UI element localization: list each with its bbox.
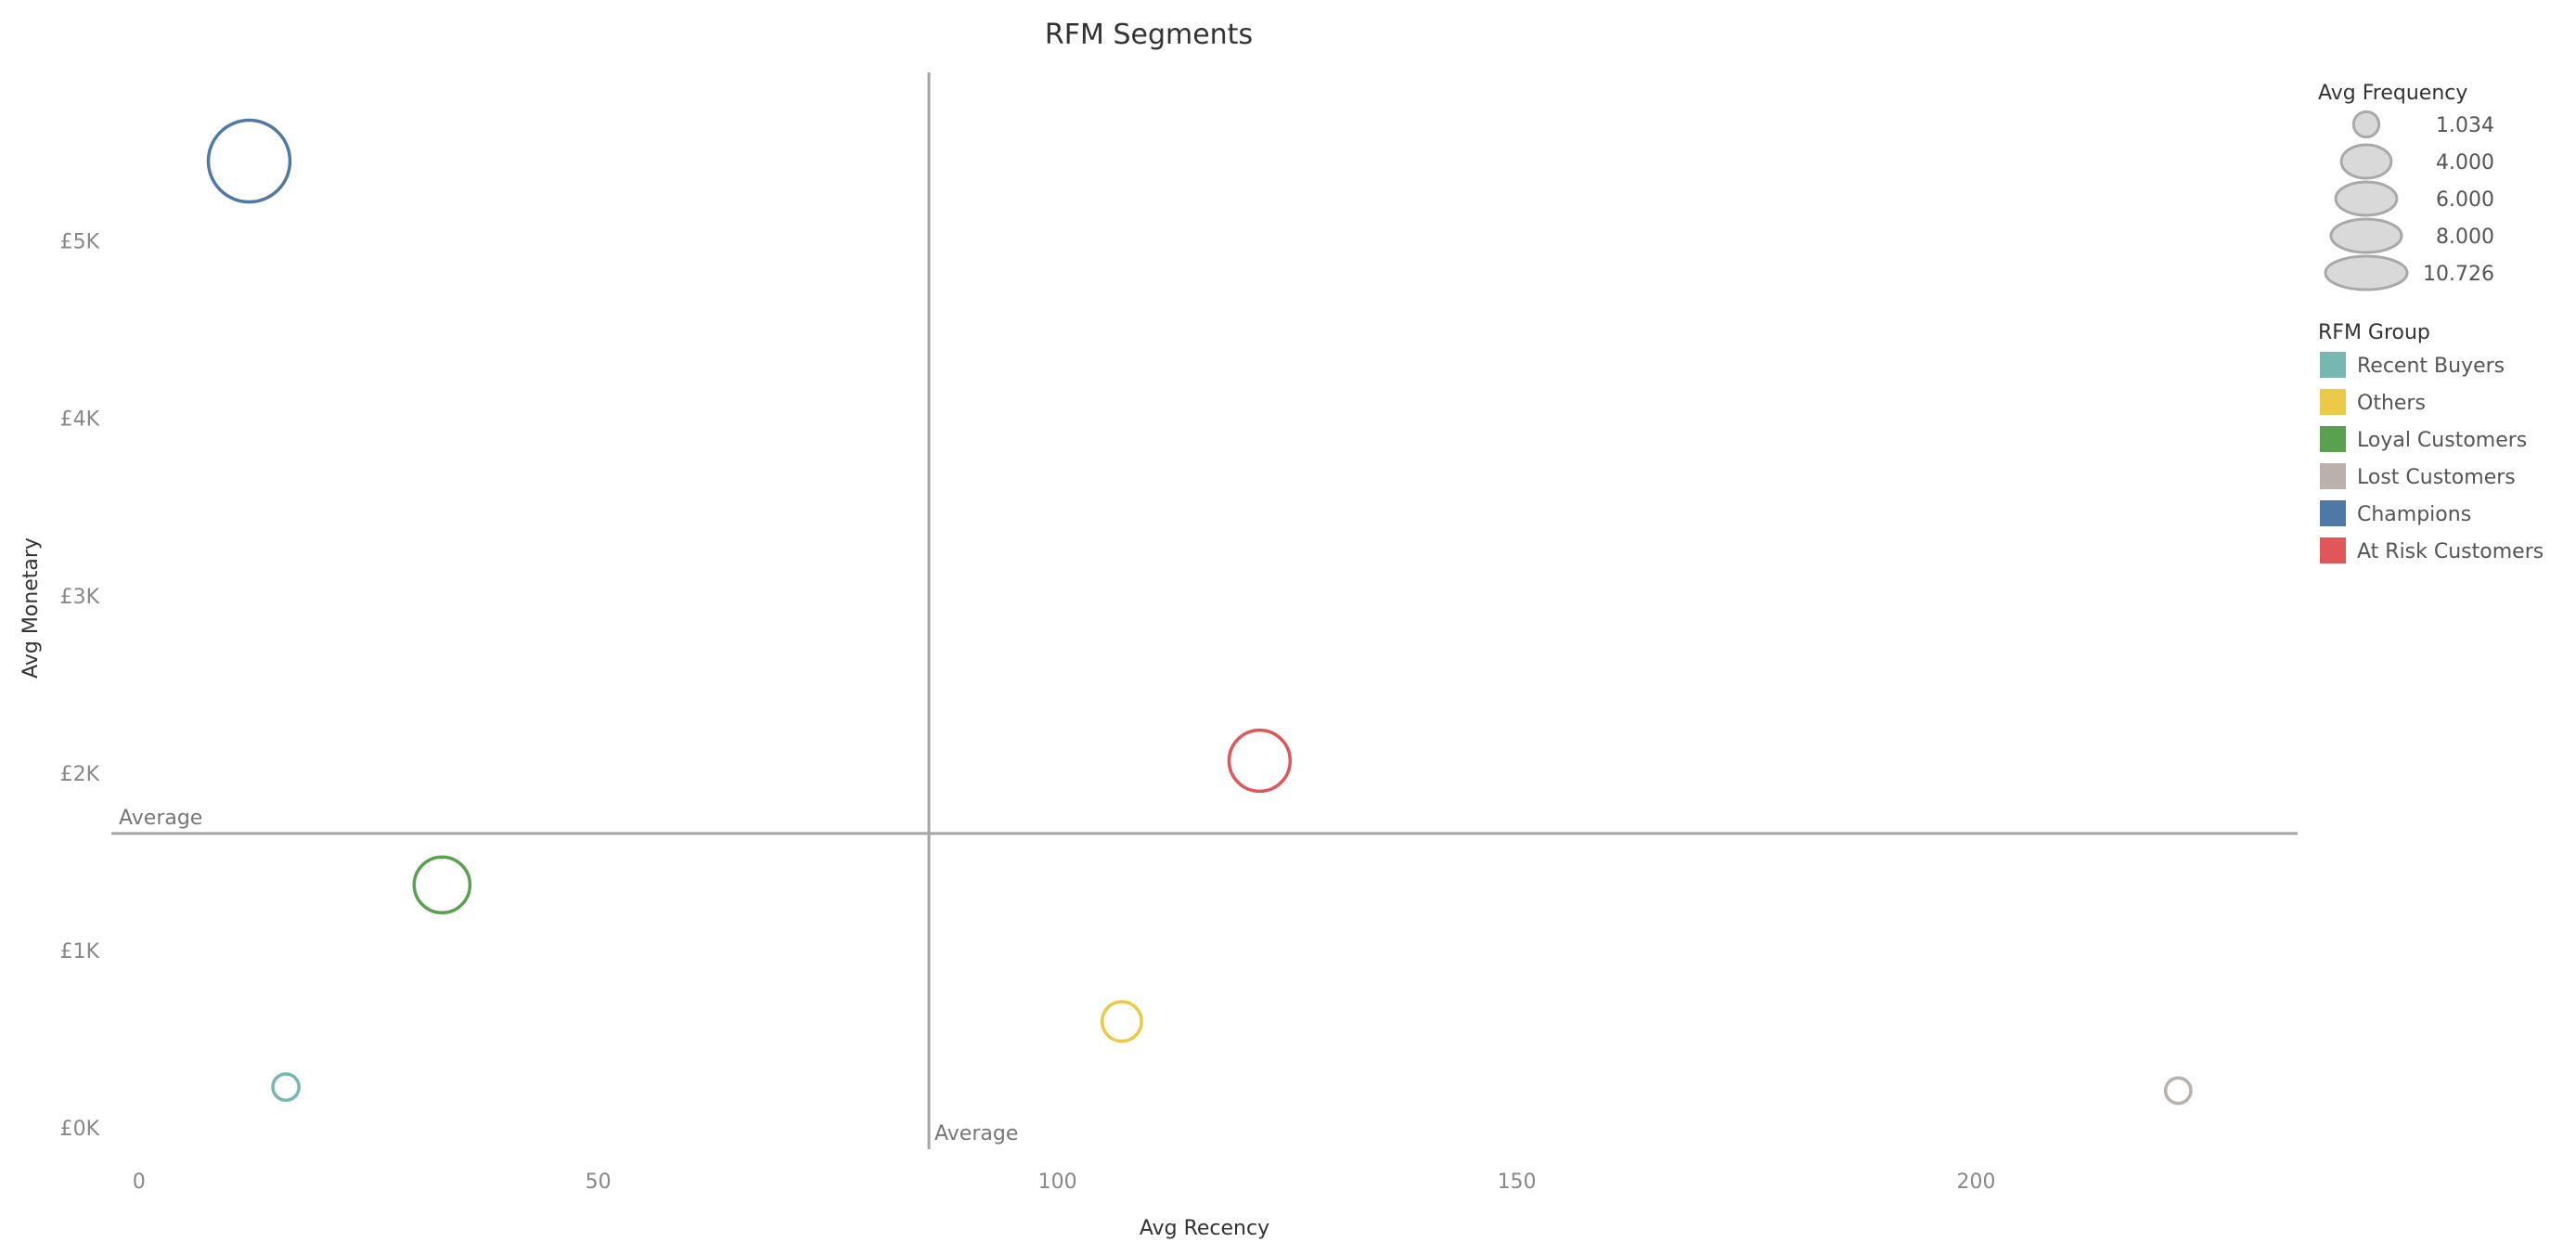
x-tick-label: 200 [1957,1171,1996,1194]
color-legend-label: Others [2357,392,2426,415]
size-legend-label: 4.000 [2436,151,2494,175]
color-legend-swatch [2320,389,2346,415]
color-legend-swatch [2320,426,2346,452]
size-legend-label: 10.726 [2423,263,2494,286]
x-tick-label: 100 [1038,1171,1077,1194]
reference-lines: Average Average [111,72,2298,1149]
x-average-label: Average [934,1122,1018,1145]
point-others [1100,1000,1143,1043]
x-axis-ticks: 0 50 100 150 200 [133,1171,1996,1194]
y-tick-label: £0K [60,1118,100,1141]
size-legend: Avg Frequency 1.034 4.000 6.000 8.000 10.726 [2318,82,2494,291]
size-legend-label: 8.000 [2436,226,2494,249]
y-average-label: Average [119,807,202,830]
color-legend-swatch [2320,352,2346,378]
size-legend-marker [2334,180,2399,217]
size-legend-marker [2351,110,2381,139]
color-legend-label: Lost Customers [2357,466,2516,489]
size-legend-marker [2339,143,2393,180]
y-tick-label: £2K [60,763,100,786]
x-axis-title: Avg Recency [1140,1217,1269,1240]
x-tick-label: 0 [133,1171,146,1194]
x-tick-label: 150 [1498,1171,1537,1194]
x-tick-label: 50 [586,1171,612,1194]
size-legend-label: 1.034 [2436,114,2494,137]
y-tick-label: £1K [60,940,100,964]
color-legend-swatch [2320,463,2346,489]
y-tick-label: £4K [60,408,100,432]
color-legend-swatch [2320,537,2346,563]
point-champions [206,118,292,204]
data-points [206,118,2193,1106]
color-legend-label: Recent Buyers [2357,355,2505,378]
y-tick-label: £5K [60,231,100,254]
point-at-risk-customers [1227,728,1293,794]
size-legend-title: Avg Frequency [2318,82,2467,105]
color-legend-label: At Risk Customers [2357,540,2544,563]
color-legend-label: Loyal Customers [2357,429,2527,452]
point-recent-buyers [271,1072,301,1102]
point-loyal-customers [412,855,472,915]
color-legend-swatch [2320,500,2346,526]
y-tick-label: £3K [60,586,100,609]
size-legend-marker [2329,217,2403,254]
size-legend-marker [2324,254,2409,291]
y-axis-ticks: £0K £1K £2K £3K £4K £5K [60,231,100,1142]
color-legend-title: RFM Group [2318,321,2430,344]
y-axis-title: Avg Monetary [19,537,43,679]
color-legend-label: Champions [2357,503,2471,526]
color-legend: RFM Group Recent Buyers Others Loyal Custo… [2318,321,2544,563]
point-lost-customers [2163,1076,2193,1106]
chart-title: RFM Segments [1045,19,1253,51]
size-legend-label: 6.000 [2436,188,2494,212]
